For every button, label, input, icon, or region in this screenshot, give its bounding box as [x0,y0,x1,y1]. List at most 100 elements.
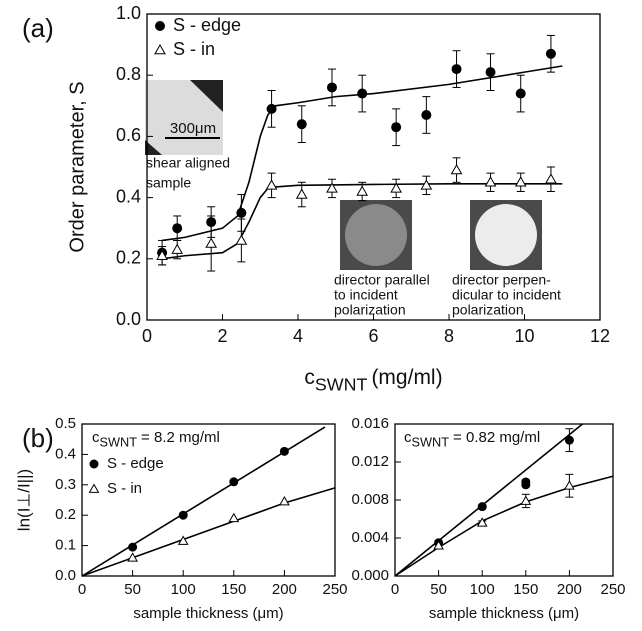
marker-circle [236,207,247,218]
x-tick-label: 250 [322,581,347,598]
y-tick-label: 0.008 [351,491,389,508]
x-tick-label: 50 [124,581,141,598]
inset-caption: shear aligned [146,155,230,171]
x-tick-label: 0 [78,581,86,598]
inset-caption: sample [146,175,191,191]
y-tick-label: 0.2 [55,506,76,523]
y-tick-label: 0.000 [351,567,389,584]
y-tick-label: 0.0 [55,567,76,584]
legend-label: S - edge [173,15,241,35]
marker-triangle [484,176,497,187]
concentration-label: cSWNT = 8.2 mg/ml [92,429,220,450]
fit-curve [394,475,614,577]
marker-triangle [520,495,532,505]
x-tick-label: 200 [557,581,582,598]
y-axis-title: ln(I⊥/I||) [14,469,33,531]
panel-label: (b) [22,423,54,453]
concentration-label-unit: = 0.82 mg/ml [453,429,540,446]
marker-triangle [205,237,218,248]
x-axis-title-main: c [304,366,315,389]
marker-circle [515,88,526,99]
marker-triangle [177,535,189,545]
y-tick-label: 0.012 [351,453,389,470]
marker-triangle [433,540,444,550]
x-tick-label: 100 [171,581,196,598]
marker-circle [391,122,402,133]
panel-label: (a) [22,13,54,43]
marker-triangle [450,164,463,175]
y-tick-label: 0.004 [351,529,389,546]
marker-triangle [356,185,369,196]
marker-circle [521,477,531,487]
marker-triangle [228,512,240,523]
x-axis-title: cSWNT (mg/ml) [304,366,442,395]
y-tick-label: 0.5 [55,415,76,432]
marker-circle [477,502,487,512]
x-tick-label: 10 [514,326,534,346]
marker-circle [326,82,337,93]
marker-circle [172,223,183,234]
x-tick-label: 2 [217,326,227,346]
x-axis-title: sample thickness (μm) [133,605,283,622]
marker-circle [178,510,188,520]
x-tick-label: 250 [600,581,625,598]
legend-label: S - in [173,39,215,59]
marker-circle [545,48,556,59]
concentration-label-sub: SWNT [412,435,450,450]
x-tick-label: 6 [368,326,378,346]
inset-caption: polarization [452,302,524,318]
marker-triangle [476,517,488,527]
marker-triangle [127,552,138,562]
y-tick-label: 0.0 [116,309,141,329]
marker-triangle [390,182,403,193]
x-tick-label: 0 [142,326,152,346]
x-tick-label: 200 [272,581,297,598]
marker-circle [357,88,368,99]
plot-frame [81,423,336,577]
concentration-label-main: c [92,429,100,446]
x-tick-label: 100 [470,581,495,598]
fit-curve [81,487,336,577]
x-axis-title-unit: (mg/ml) [371,366,442,389]
inset-caption: director perpen- [452,272,551,288]
marker-triangle [514,176,527,187]
marker-circle [279,446,289,456]
marker-triangle [235,234,248,245]
scale-bar-label: 300μm [170,120,216,137]
marker-triangle [295,188,308,199]
fit-curve [394,423,583,577]
marker-circle [266,103,277,114]
marker-triangle [171,243,184,254]
marker-circle [451,64,462,75]
marker-triangle [265,179,278,190]
legend-marker [89,459,99,469]
legend-label: S - in [107,480,142,497]
concentration-label: cSWNT = 0.82 mg/ml [404,429,540,450]
marker-triangle [545,173,557,184]
inset-caption: director parallel [334,272,430,288]
legend-marker [88,483,100,493]
legend-marker [154,43,166,55]
inset-shear-image [145,80,223,155]
fit-curve [161,183,563,260]
x-tick-label: 8 [444,326,454,346]
x-tick-label: 50 [430,581,447,598]
marker-circle [296,119,307,130]
marker-circle [128,542,138,552]
y-tick-label: 0.1 [55,537,76,554]
x-axis-title-main: sample thickness (μm) [429,605,579,622]
y-tick-label: 0.3 [55,476,76,493]
inset-perpendicular-image [470,200,542,270]
y-tick-label: 0.4 [116,186,141,206]
concentration-label-unit: = 8.2 mg/ml [141,429,220,446]
legend-label: S - edge [107,455,164,472]
concentration-label-main: c [404,429,412,446]
x-tick-label: 4 [293,326,303,346]
marker-triangle [326,182,338,193]
y-tick-label: 0.6 [116,125,141,145]
marker-circle [421,109,432,120]
x-tick-label: 150 [221,581,246,598]
inset-caption: dicular to incident [452,287,561,303]
y-tick-label: 0.2 [116,248,141,268]
